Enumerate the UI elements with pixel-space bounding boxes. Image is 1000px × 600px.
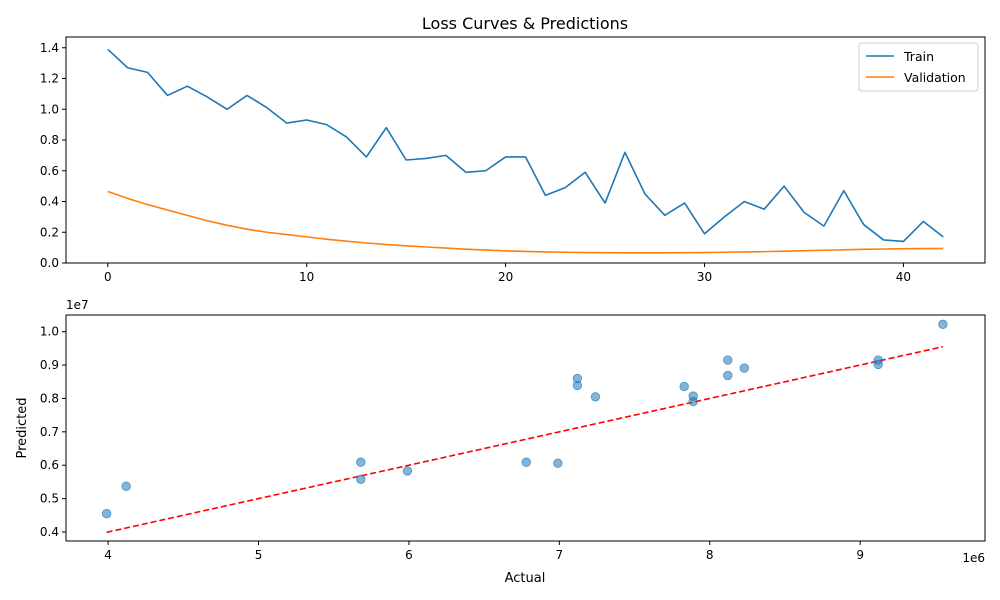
y-tick-label: 0.8 xyxy=(40,133,59,147)
y-tick-label: 1.0 xyxy=(40,102,59,116)
y-tick-label: 0.8 xyxy=(40,391,59,405)
x-tick-label: 5 xyxy=(255,548,263,562)
y-tick-label: 0.6 xyxy=(40,458,59,472)
y-tick-label: 0.9 xyxy=(40,358,59,372)
scatter-point xyxy=(553,458,563,468)
y-tick-label: 1.4 xyxy=(40,41,59,55)
y-tick-label: 0.2 xyxy=(40,225,59,239)
loss-series xyxy=(107,48,944,254)
y-axis-offset-label: 1e7 xyxy=(66,298,89,312)
scatter-point xyxy=(723,355,733,365)
x-tick-label: 20 xyxy=(498,270,513,284)
scatter-point xyxy=(590,392,601,402)
y-axis-label: Predicted xyxy=(15,397,30,458)
series-line-train xyxy=(107,48,944,243)
loss-plot-frame xyxy=(65,36,986,264)
x-axis-label: Actual xyxy=(505,571,546,586)
x-tick-label: 10 xyxy=(299,270,314,284)
scatter-point xyxy=(723,370,733,381)
scatter-point xyxy=(679,381,689,392)
scatter-point xyxy=(521,457,531,467)
actual-x-axis: 4 5 6 7 8 9 xyxy=(104,541,864,562)
x-tick-label: 4 xyxy=(104,548,112,562)
y-tick-label: 0.7 xyxy=(40,425,59,439)
y-tick-label: 0.5 xyxy=(40,492,59,506)
y-tick-label: 0.6 xyxy=(40,164,59,178)
y-tick-label: 0.0 xyxy=(40,256,59,270)
x-tick-label: 9 xyxy=(856,548,864,562)
x-tick-label: 0 xyxy=(104,270,112,284)
y-tick-label: 0.4 xyxy=(40,525,59,539)
predicted-y-axis: 0.4 0.5 0.6 0.7 0.8 0.9 1.0 xyxy=(40,325,66,539)
x-tick-label: 6 xyxy=(405,548,413,562)
scatter-point xyxy=(402,466,413,476)
y-tick-label: 1.2 xyxy=(40,72,59,86)
x-tick-label: 8 xyxy=(706,548,714,562)
legend-label-validation: Validation xyxy=(904,70,966,85)
scatter-point xyxy=(688,396,698,407)
series-line-validation xyxy=(107,190,944,254)
identity-line xyxy=(106,345,944,534)
scatter-point xyxy=(356,457,366,467)
loss-chart: Loss Curves & Predictions 0.00.20.40.60.… xyxy=(40,14,986,284)
scatter-point xyxy=(356,474,366,484)
legend-label-train: Train xyxy=(903,49,934,64)
x-tick-label: 7 xyxy=(556,548,564,562)
x-axis-offset-label: 1e6 xyxy=(962,551,985,565)
scatter-point xyxy=(101,508,112,519)
prediction-points xyxy=(101,319,948,519)
chart-title: Loss Curves & Predictions xyxy=(422,14,628,33)
scatter-point xyxy=(873,359,883,370)
prediction-chart: 0.4 0.5 0.6 0.7 0.8 0.9 1.0 4 5 6 7 8 9 Actual Pred… xyxy=(15,298,986,586)
scatter-point xyxy=(938,319,948,330)
reference-line xyxy=(106,345,944,534)
y-tick-label: 1.0 xyxy=(40,325,59,339)
y-tick-label: 0.4 xyxy=(40,195,59,209)
x-tick-label: 40 xyxy=(896,270,911,284)
prediction-plot-frame xyxy=(65,314,986,542)
scatter-point xyxy=(121,481,131,491)
legend: Train Validation xyxy=(858,42,979,92)
legend-box xyxy=(858,42,979,92)
scatter-point xyxy=(739,363,750,373)
scatter-point xyxy=(572,380,583,391)
loss-y-axis: 0.0 0.2 0.4 0.6 0.8 1.0 1.2 1.4 xyxy=(40,41,66,270)
loss-x-axis: 0 10 20 30 40 xyxy=(104,263,911,284)
x-tick-label: 30 xyxy=(697,270,712,284)
